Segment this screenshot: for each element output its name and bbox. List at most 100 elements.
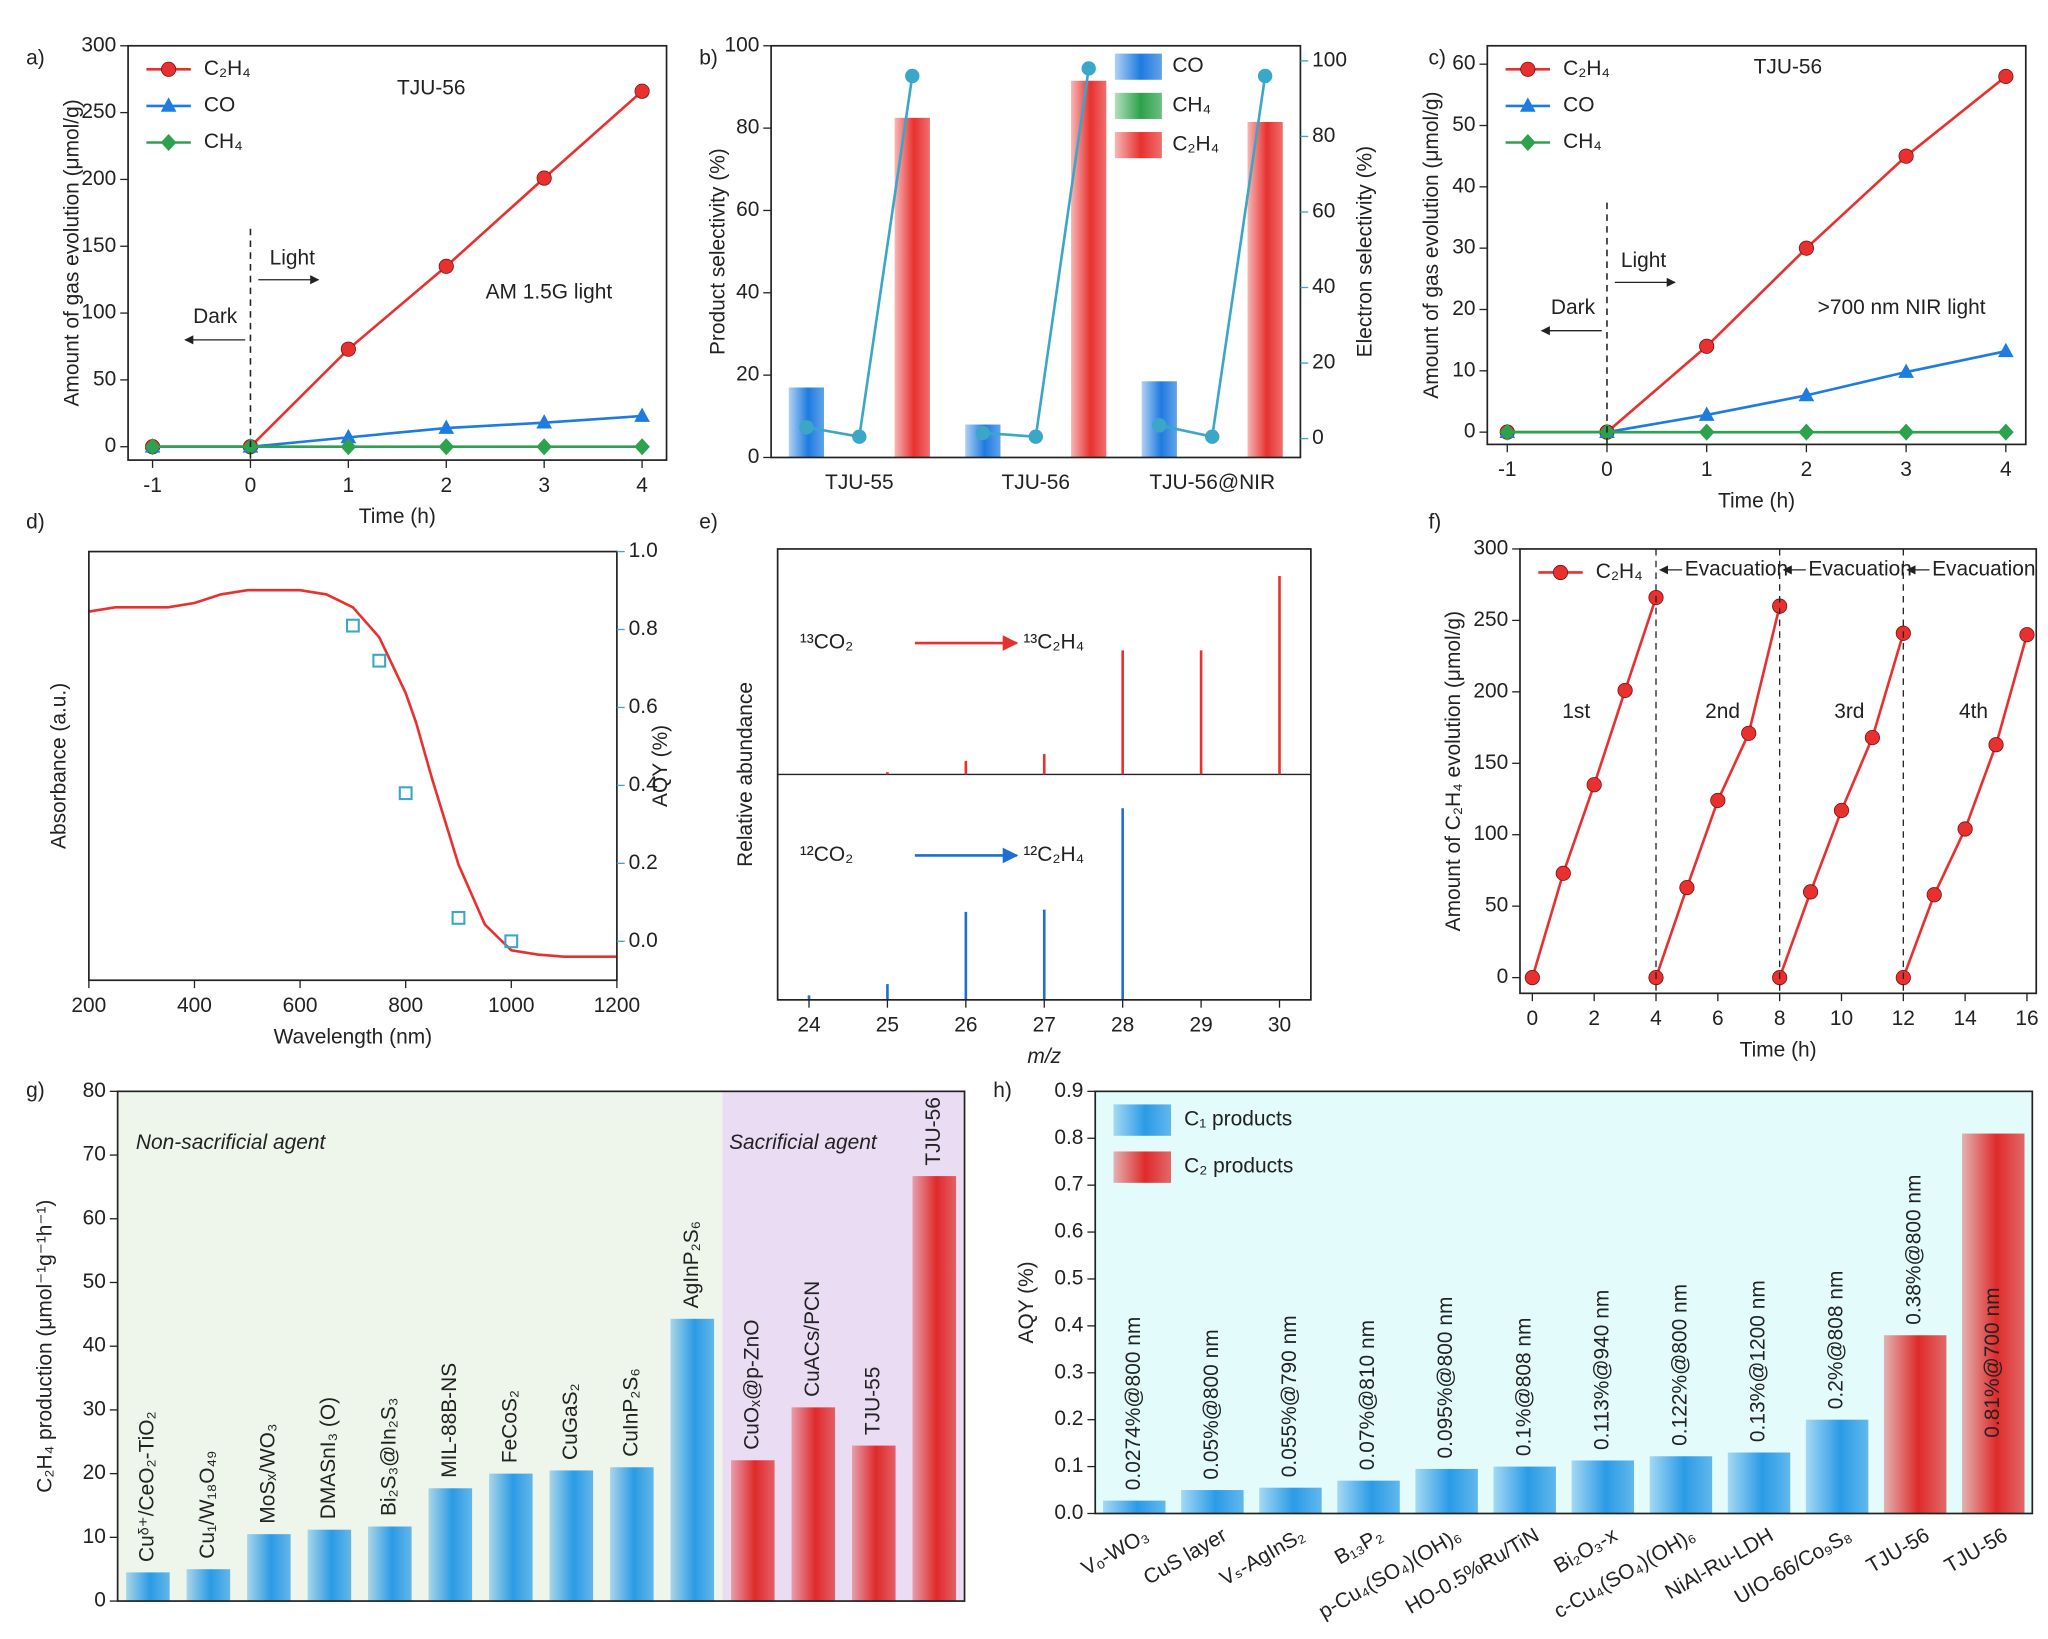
bar <box>1071 80 1107 458</box>
x-tick-label: 0 <box>1527 1007 1539 1030</box>
category-label: DMASnI₃ (O) <box>317 1397 340 1519</box>
x-tick-label: 14 <box>1954 1007 1978 1030</box>
x-tick-label: 400 <box>177 994 212 1017</box>
panel-label: d) <box>26 510 45 533</box>
x-tick-label: -1 <box>143 474 162 497</box>
x-axis-label: Wavelength (nm) <box>274 1025 432 1048</box>
legend-swatch <box>1114 53 1162 80</box>
marker <box>1699 338 1715 354</box>
legend-label: CH₄ <box>204 130 243 153</box>
x-tick-label: TJU-55 <box>825 471 894 494</box>
x-tick-label: 27 <box>1033 1014 1056 1037</box>
marker <box>536 170 552 186</box>
bar <box>894 117 930 458</box>
y-tick-label: 50 <box>1452 113 1475 136</box>
y-tick-label: 80 <box>83 1079 106 1102</box>
panel-title: TJU-56 <box>1754 56 1823 79</box>
bar <box>368 1526 412 1602</box>
y-tick-label: 0.0 <box>1054 1501 1083 1524</box>
y-tick-label: 70 <box>83 1143 106 1166</box>
x-tick-label: -1 <box>1498 458 1517 481</box>
electron-marker <box>799 420 814 435</box>
marker <box>1833 802 1850 819</box>
x-tick-label: 1200 <box>594 994 641 1017</box>
annotation: Light <box>270 246 316 269</box>
marker <box>1555 865 1571 881</box>
bar <box>1727 1452 1791 1514</box>
marker <box>536 414 553 429</box>
category-label: AgInP₂S₆ <box>680 1221 703 1308</box>
data-line <box>1507 349 2007 434</box>
marker <box>1988 737 2004 753</box>
legend-label: C₂H₄ <box>204 57 251 80</box>
marker <box>372 653 387 668</box>
bar <box>186 1569 231 1602</box>
panel-label: e) <box>699 510 718 533</box>
x-tick-label: 8 <box>1774 1007 1786 1030</box>
panel-label: f) <box>1429 510 1442 533</box>
panel-label: a) <box>26 46 45 69</box>
legend-label: C₂H₄ <box>1172 133 1219 156</box>
x-tick-label: 10 <box>1830 1007 1853 1030</box>
bar <box>852 1445 896 1602</box>
y-tick-label: 10 <box>1452 358 1475 381</box>
y-tick-label: 250 <box>81 100 116 123</box>
bar <box>610 1467 654 1602</box>
x-tick-label: c-Cu₄(SO₄)(OH)₆ <box>1550 1524 1699 1623</box>
x-tick-label: HO-0.5%Ru/TiN <box>1401 1524 1543 1619</box>
y-tick-label: 50 <box>93 367 116 390</box>
category-label: Cuᵟ⁺/CeO₂-TiO₂ <box>135 1411 158 1562</box>
x-tick-label: 3 <box>538 474 550 497</box>
y-tick-label: 0.5 <box>1054 1266 1083 1289</box>
marker <box>536 438 553 456</box>
category-label: CuOₓ@p-ZnO <box>740 1319 763 1449</box>
x-tick-label: 800 <box>388 994 423 1017</box>
legend-label: CH₄ <box>1563 130 1602 153</box>
y-axis-label: Amount of C₂H₄ evolution (μmol/g) <box>1442 611 1465 931</box>
y-tick-label: 0 <box>1464 420 1476 443</box>
x-tick-label: TJU-56 <box>1863 1524 1934 1578</box>
y-tick-label: 200 <box>81 167 116 190</box>
category-label: TJU-55 <box>861 1367 884 1436</box>
bar <box>549 1470 594 1602</box>
category-label: MoSₓ/WO₃ <box>256 1424 279 1524</box>
bar <box>1962 1133 2025 1514</box>
x-tick-label: 30 <box>1268 1014 1291 1037</box>
x-axis-label: m/z <box>1027 1045 1061 1068</box>
x-tick-label: 4 <box>1650 1007 1662 1030</box>
panel-label: c) <box>1429 46 1446 69</box>
electron-marker <box>1081 61 1096 76</box>
y-tick-label: 150 <box>81 234 116 257</box>
marker <box>1997 423 2014 441</box>
y-tick-label: 20 <box>736 363 759 386</box>
reactant: ¹³CO₂ <box>800 631 853 654</box>
bar <box>1337 1480 1400 1514</box>
annotation: >700 nm NIR light <box>1818 296 1986 319</box>
y-tick-label: 40 <box>736 280 759 303</box>
y-tick-label: 40 <box>83 1334 106 1357</box>
marker <box>144 438 161 456</box>
marker <box>1698 406 1715 421</box>
y-axis-label: Relative abundance <box>734 682 757 867</box>
marker <box>438 258 454 274</box>
y-tick-label: 150 <box>1473 751 1508 774</box>
marker <box>1898 148 1914 164</box>
cycle-label: 2nd <box>1705 700 1740 723</box>
category-label: Bi₂S₃@In₂S₃ <box>377 1398 400 1516</box>
y-tick-label: 20 <box>83 1461 106 1484</box>
y-tick-label: 80 <box>736 116 759 139</box>
marker <box>160 97 177 112</box>
value-label: 0.2%@808 nm <box>1825 1271 1848 1410</box>
bar <box>1103 1500 1166 1514</box>
bar <box>1805 1419 1869 1514</box>
bar <box>1247 121 1283 458</box>
y-tick-label: 100 <box>81 301 116 324</box>
y-axis-label: C₂H₄ production (μmol⁻¹g⁻¹h⁻¹) <box>33 1200 56 1493</box>
value-label: 0.81%@700 nm <box>1981 1287 2004 1437</box>
x-tick-label: 29 <box>1189 1014 1212 1037</box>
plot-background <box>1095 1091 2033 1514</box>
marker <box>1898 423 1914 441</box>
value-label: 0.122%@800 nm <box>1668 1284 1691 1446</box>
marker <box>340 438 357 456</box>
region-label: Sacrificial agent <box>729 1131 878 1154</box>
